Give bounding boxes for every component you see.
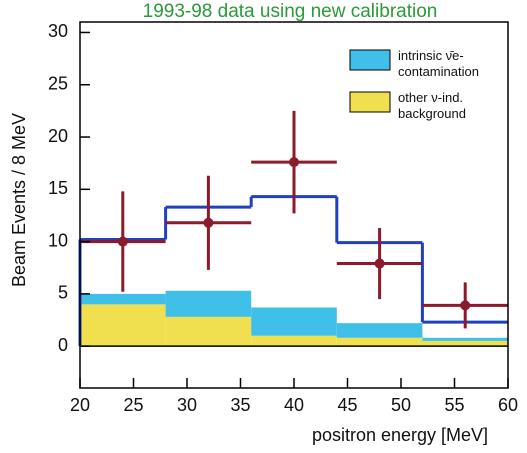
- y-tick-label: 5: [58, 283, 68, 303]
- x-tick-label: 35: [230, 395, 250, 415]
- data-point: [374, 258, 385, 269]
- legend-swatch: [349, 91, 391, 113]
- x-tick-label: 40: [284, 395, 304, 415]
- bar: [165, 316, 252, 347]
- chart-title: 1993-98 data using new calibration: [143, 1, 438, 22]
- x-tick-label: 20: [70, 395, 90, 415]
- y-axis-label: Beam Events / 8 MeV: [9, 113, 29, 287]
- x-tick-label: 55: [444, 395, 464, 415]
- y-tick-label: 0: [58, 335, 68, 355]
- x-tick-label: 45: [337, 395, 357, 415]
- data-point: [289, 157, 299, 168]
- data-point: [203, 217, 214, 228]
- x-tick-label: 60: [498, 395, 518, 415]
- bar: [336, 337, 423, 347]
- y-tick-label: 20: [48, 126, 68, 146]
- x-tick-label: 50: [391, 395, 411, 415]
- bar: [422, 337, 508, 341]
- y-tick-label: 25: [48, 73, 68, 93]
- bar: [422, 340, 508, 347]
- data-point: [117, 236, 128, 247]
- bar: [165, 290, 252, 317]
- y-tick-label: 30: [48, 21, 68, 41]
- bar: [251, 307, 337, 336]
- y-tick-label: 15: [48, 178, 68, 198]
- x-tick-label: 30: [177, 395, 197, 415]
- y-tick-label: 10: [48, 230, 68, 250]
- x-tick-label: 25: [123, 395, 143, 415]
- bar: [80, 293, 166, 305]
- bar: [251, 335, 337, 347]
- legend-label: intrinsic ν̄e- contamination: [398, 48, 479, 79]
- legend-swatch: [349, 49, 391, 71]
- x-axis-label: positron energy [MeV]: [312, 425, 488, 445]
- data-point: [460, 300, 471, 311]
- legend-label: other ν-ind. background: [398, 90, 466, 121]
- bar: [80, 304, 166, 347]
- bar: [336, 323, 423, 338]
